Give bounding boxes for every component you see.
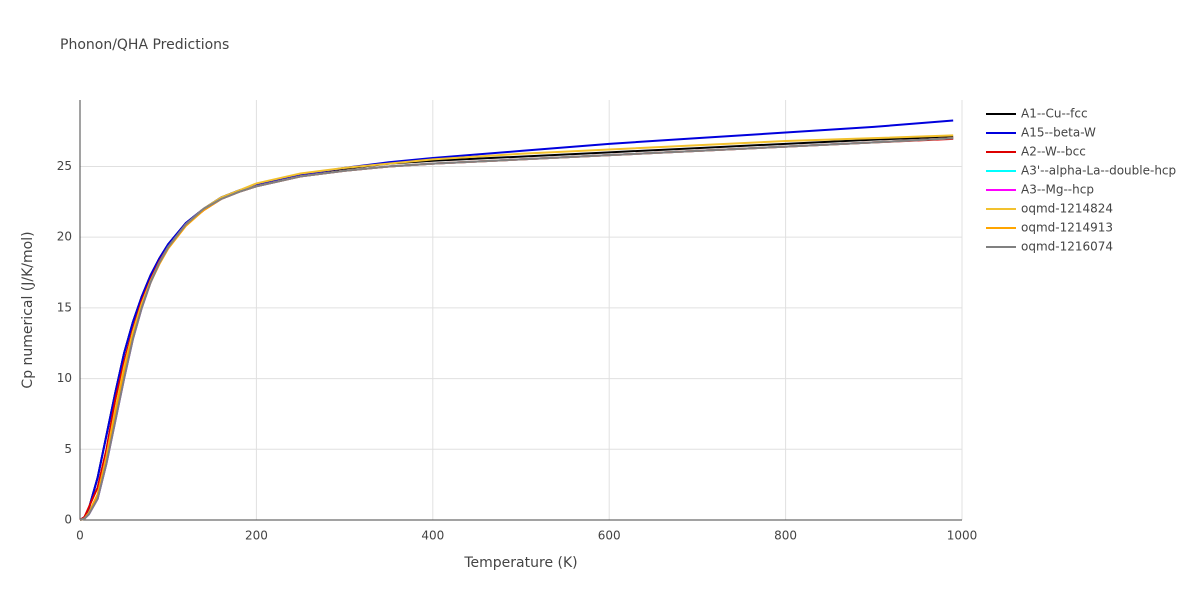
y-tick-label: 10 [57,371,72,385]
series-line [79,137,954,521]
y-tick-label: 20 [57,230,72,244]
series-line [79,137,954,521]
y-tick-label: 5 [64,442,72,456]
series-line [79,119,954,521]
x-tick-label: 600 [598,529,621,543]
y-tick-label: 15 [57,300,72,314]
y-tick-label: 25 [57,159,72,173]
x-axis-title: Temperature (K) [463,555,577,571]
chart-title: Phonon/QHA Predictions [60,37,229,53]
y-tick-label: 0 [64,513,72,527]
legend-label: A3--Mg--hcp [1021,183,1094,197]
x-tick-label: 0 [76,529,84,543]
series-line [79,134,954,521]
legend-label: A1--Cu--fcc [1021,107,1088,121]
x-tick-label: 1000 [947,529,978,543]
y-axis-title: Cp numerical (J/K/mol) [20,231,36,388]
legend-label: oqmd-1214824 [1021,202,1113,216]
legend-label: A2--W--bcc [1021,145,1086,159]
legend-label: oqmd-1214913 [1021,221,1113,235]
x-tick-label: 200 [245,529,268,543]
legend-label: A3'--alpha-La--double-hcp [1021,164,1176,178]
series-line [79,135,954,521]
series-line [79,137,954,521]
x-tick-label: 400 [421,529,444,543]
series-line [79,137,954,521]
series-line [79,137,954,521]
x-tick-label: 800 [774,529,797,543]
legend-label: A15--beta-W [1021,126,1096,140]
legend-label: oqmd-1216074 [1021,240,1113,254]
